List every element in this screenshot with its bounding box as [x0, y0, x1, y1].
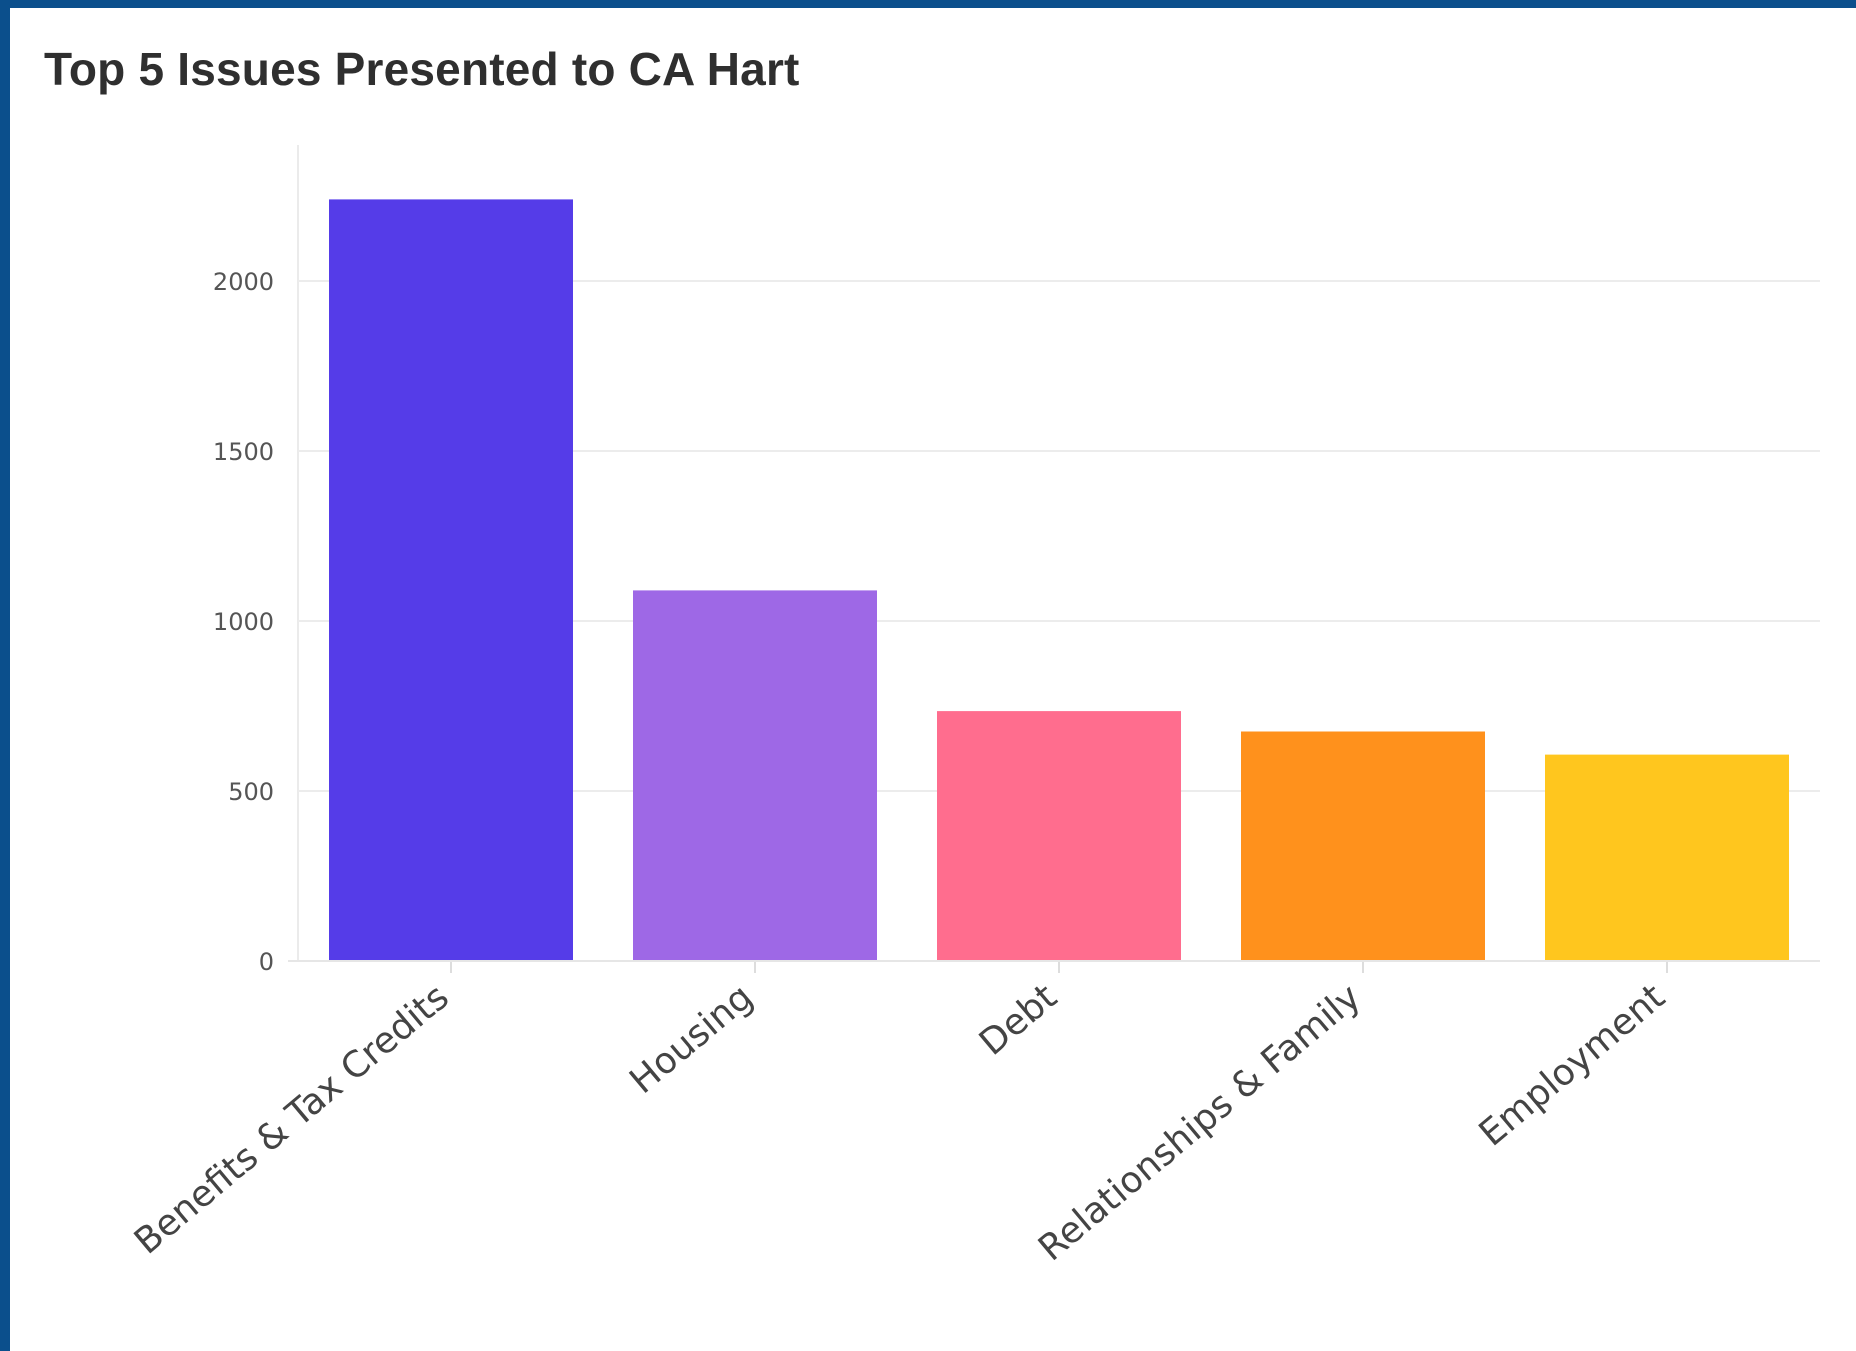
x-tick-label-4: Employment: [1472, 976, 1673, 1154]
y-tick-label-1500: 1500: [213, 438, 274, 466]
x-tick-label-3: Relationships & Family: [1031, 976, 1369, 1269]
chart-title: Top 5 Issues Presented to CA Hart: [44, 43, 800, 95]
bar-benefits-tax-credits: [329, 199, 573, 961]
bar-employment: [1545, 754, 1789, 961]
x-tick-label-1: Housing: [622, 976, 760, 1101]
x-tick-label-2: Debt: [972, 976, 1065, 1063]
x-tick-label-0: Benefits & Tax Credits: [127, 976, 457, 1262]
bar-housing: [633, 590, 877, 961]
bar-relationships-family: [1241, 731, 1485, 961]
bar-debt: [937, 711, 1181, 961]
y-tick-label-2000: 2000: [213, 268, 274, 296]
y-tick-label-500: 500: [228, 778, 274, 806]
y-tick-label-0: 0: [259, 948, 274, 976]
y-tick-label-1000: 1000: [213, 608, 274, 636]
chart-panel: Top 5 Issues Presented to CA Hart: [10, 8, 1856, 1351]
